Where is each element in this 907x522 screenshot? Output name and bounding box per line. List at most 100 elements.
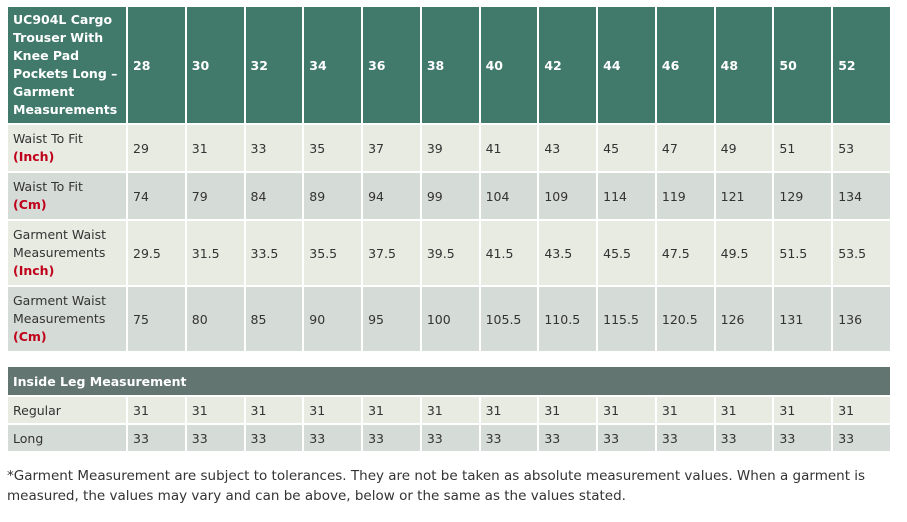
cell: 37 (363, 125, 420, 171)
cell: 31 (656, 397, 714, 423)
cell: 33 (304, 425, 362, 451)
cell: 33 (245, 125, 303, 171)
data-row: Waist To Fit (Cm) 74 79 84 89 94 99 104 109 114 119… (8, 173, 890, 219)
cell: 33 (774, 425, 832, 451)
data-row: Garment Waist Measurements (Cm) 75 80 85 90 95… (8, 287, 890, 351)
cell: 43.5 (539, 221, 597, 285)
cell: 33 (598, 425, 655, 451)
cell: 31 (480, 397, 538, 423)
row-label: Garment Waist Measurements (Inch) (8, 221, 126, 285)
cell: 119 (656, 173, 714, 219)
cell: 35 (304, 125, 362, 171)
cell: 47.5 (656, 221, 714, 285)
row-label-text: Waist To Fit (13, 131, 83, 146)
data-row: Garment Waist Measurements (Inch) 29.5 31.5… (8, 221, 890, 285)
cell: 41 (480, 125, 538, 171)
cell: 31 (186, 125, 244, 171)
data-row: Waist To Fit (Inch) 29 31 33 35 37 39 41 43 45 47 49… (8, 125, 890, 171)
data-row: Regular 31 31 31 31 31 31 31 31 31 31 31 31 31 (8, 397, 890, 423)
cell: 29 (128, 125, 185, 171)
cell: 31 (598, 397, 655, 423)
cell: 79 (186, 173, 244, 219)
size-header: 42 (539, 7, 597, 123)
cell: 37.5 (363, 221, 420, 285)
cell: 115.5 (598, 287, 655, 351)
cell: 33.5 (245, 221, 303, 285)
table-title: Inside Leg Measurement (8, 367, 890, 395)
cell: 45.5 (598, 221, 655, 285)
cell: 100 (421, 287, 479, 351)
cell: 31 (245, 397, 303, 423)
row-label: Long (8, 425, 126, 451)
size-header: 44 (598, 7, 655, 123)
size-table: UC904L Cargo Trouser With Knee Pad Pocke… (6, 5, 892, 353)
size-header: 50 (774, 7, 832, 123)
cell: 105.5 (480, 287, 538, 351)
row-unit: (Inch) (13, 149, 55, 164)
cell: 95 (363, 287, 420, 351)
cell: 31 (186, 397, 244, 423)
row-label: Waist To Fit (Inch) (8, 125, 126, 171)
size-header: 48 (715, 7, 773, 123)
cell: 120.5 (656, 287, 714, 351)
cell: 31 (128, 397, 185, 423)
cell: 53.5 (833, 221, 890, 285)
cell: 33 (715, 425, 773, 451)
cell: 114 (598, 173, 655, 219)
row-unit: (Inch) (13, 263, 55, 278)
cell: 136 (833, 287, 890, 351)
cell: 31 (421, 397, 479, 423)
row-label: Garment Waist Measurements (Cm) (8, 287, 126, 351)
size-header: 52 (833, 7, 890, 123)
row-label-text: Waist To Fit (13, 179, 83, 194)
cell: 110.5 (539, 287, 597, 351)
size-header: 46 (656, 7, 714, 123)
cell: 49.5 (715, 221, 773, 285)
header-row: UC904L Cargo Trouser With Knee Pad Pocke… (8, 7, 890, 123)
size-header: 34 (304, 7, 362, 123)
footnote: *Garment Measurement are subject to tole… (7, 468, 866, 504)
cell: 31 (304, 397, 362, 423)
cell: 33 (363, 425, 420, 451)
cell: 90 (304, 287, 362, 351)
row-unit: (Cm) (13, 197, 47, 212)
cell: 89 (304, 173, 362, 219)
cell: 29.5 (128, 221, 185, 285)
cell: 31 (539, 397, 597, 423)
cell: 80 (186, 287, 244, 351)
cell: 31 (715, 397, 773, 423)
size-header: 38 (421, 7, 479, 123)
cell: 39 (421, 125, 479, 171)
cell: 33 (833, 425, 890, 451)
table-title: UC904L Cargo Trouser With Knee Pad Pocke… (8, 7, 126, 123)
cell: 85 (245, 287, 303, 351)
size-header: 28 (128, 7, 185, 123)
cell: 75 (128, 287, 185, 351)
cell: 33 (480, 425, 538, 451)
cell: 53 (833, 125, 890, 171)
cell: 109 (539, 173, 597, 219)
cell: 35.5 (304, 221, 362, 285)
cell: 99 (421, 173, 479, 219)
cell: 45 (598, 125, 655, 171)
cell: 33 (539, 425, 597, 451)
cell: 33 (128, 425, 185, 451)
size-header: 36 (363, 7, 420, 123)
cell: 126 (715, 287, 773, 351)
cell: 94 (363, 173, 420, 219)
cell: 33 (186, 425, 244, 451)
cell: 43 (539, 125, 597, 171)
cell: 104 (480, 173, 538, 219)
row-label-text: Garment Waist Measurements (13, 227, 107, 260)
cell: 31 (833, 397, 890, 423)
size-header: 30 (186, 7, 244, 123)
cell: 131 (774, 287, 832, 351)
cell: 41.5 (480, 221, 538, 285)
cell: 51.5 (774, 221, 832, 285)
row-label: Waist To Fit (Cm) (8, 173, 126, 219)
cell: 31.5 (186, 221, 244, 285)
header-row: Inside Leg Measurement (8, 367, 890, 395)
row-unit: (Cm) (13, 329, 47, 344)
data-row: Long 33 33 33 33 33 33 33 33 33 33 33 33 33 (8, 425, 890, 451)
cell: 129 (774, 173, 832, 219)
